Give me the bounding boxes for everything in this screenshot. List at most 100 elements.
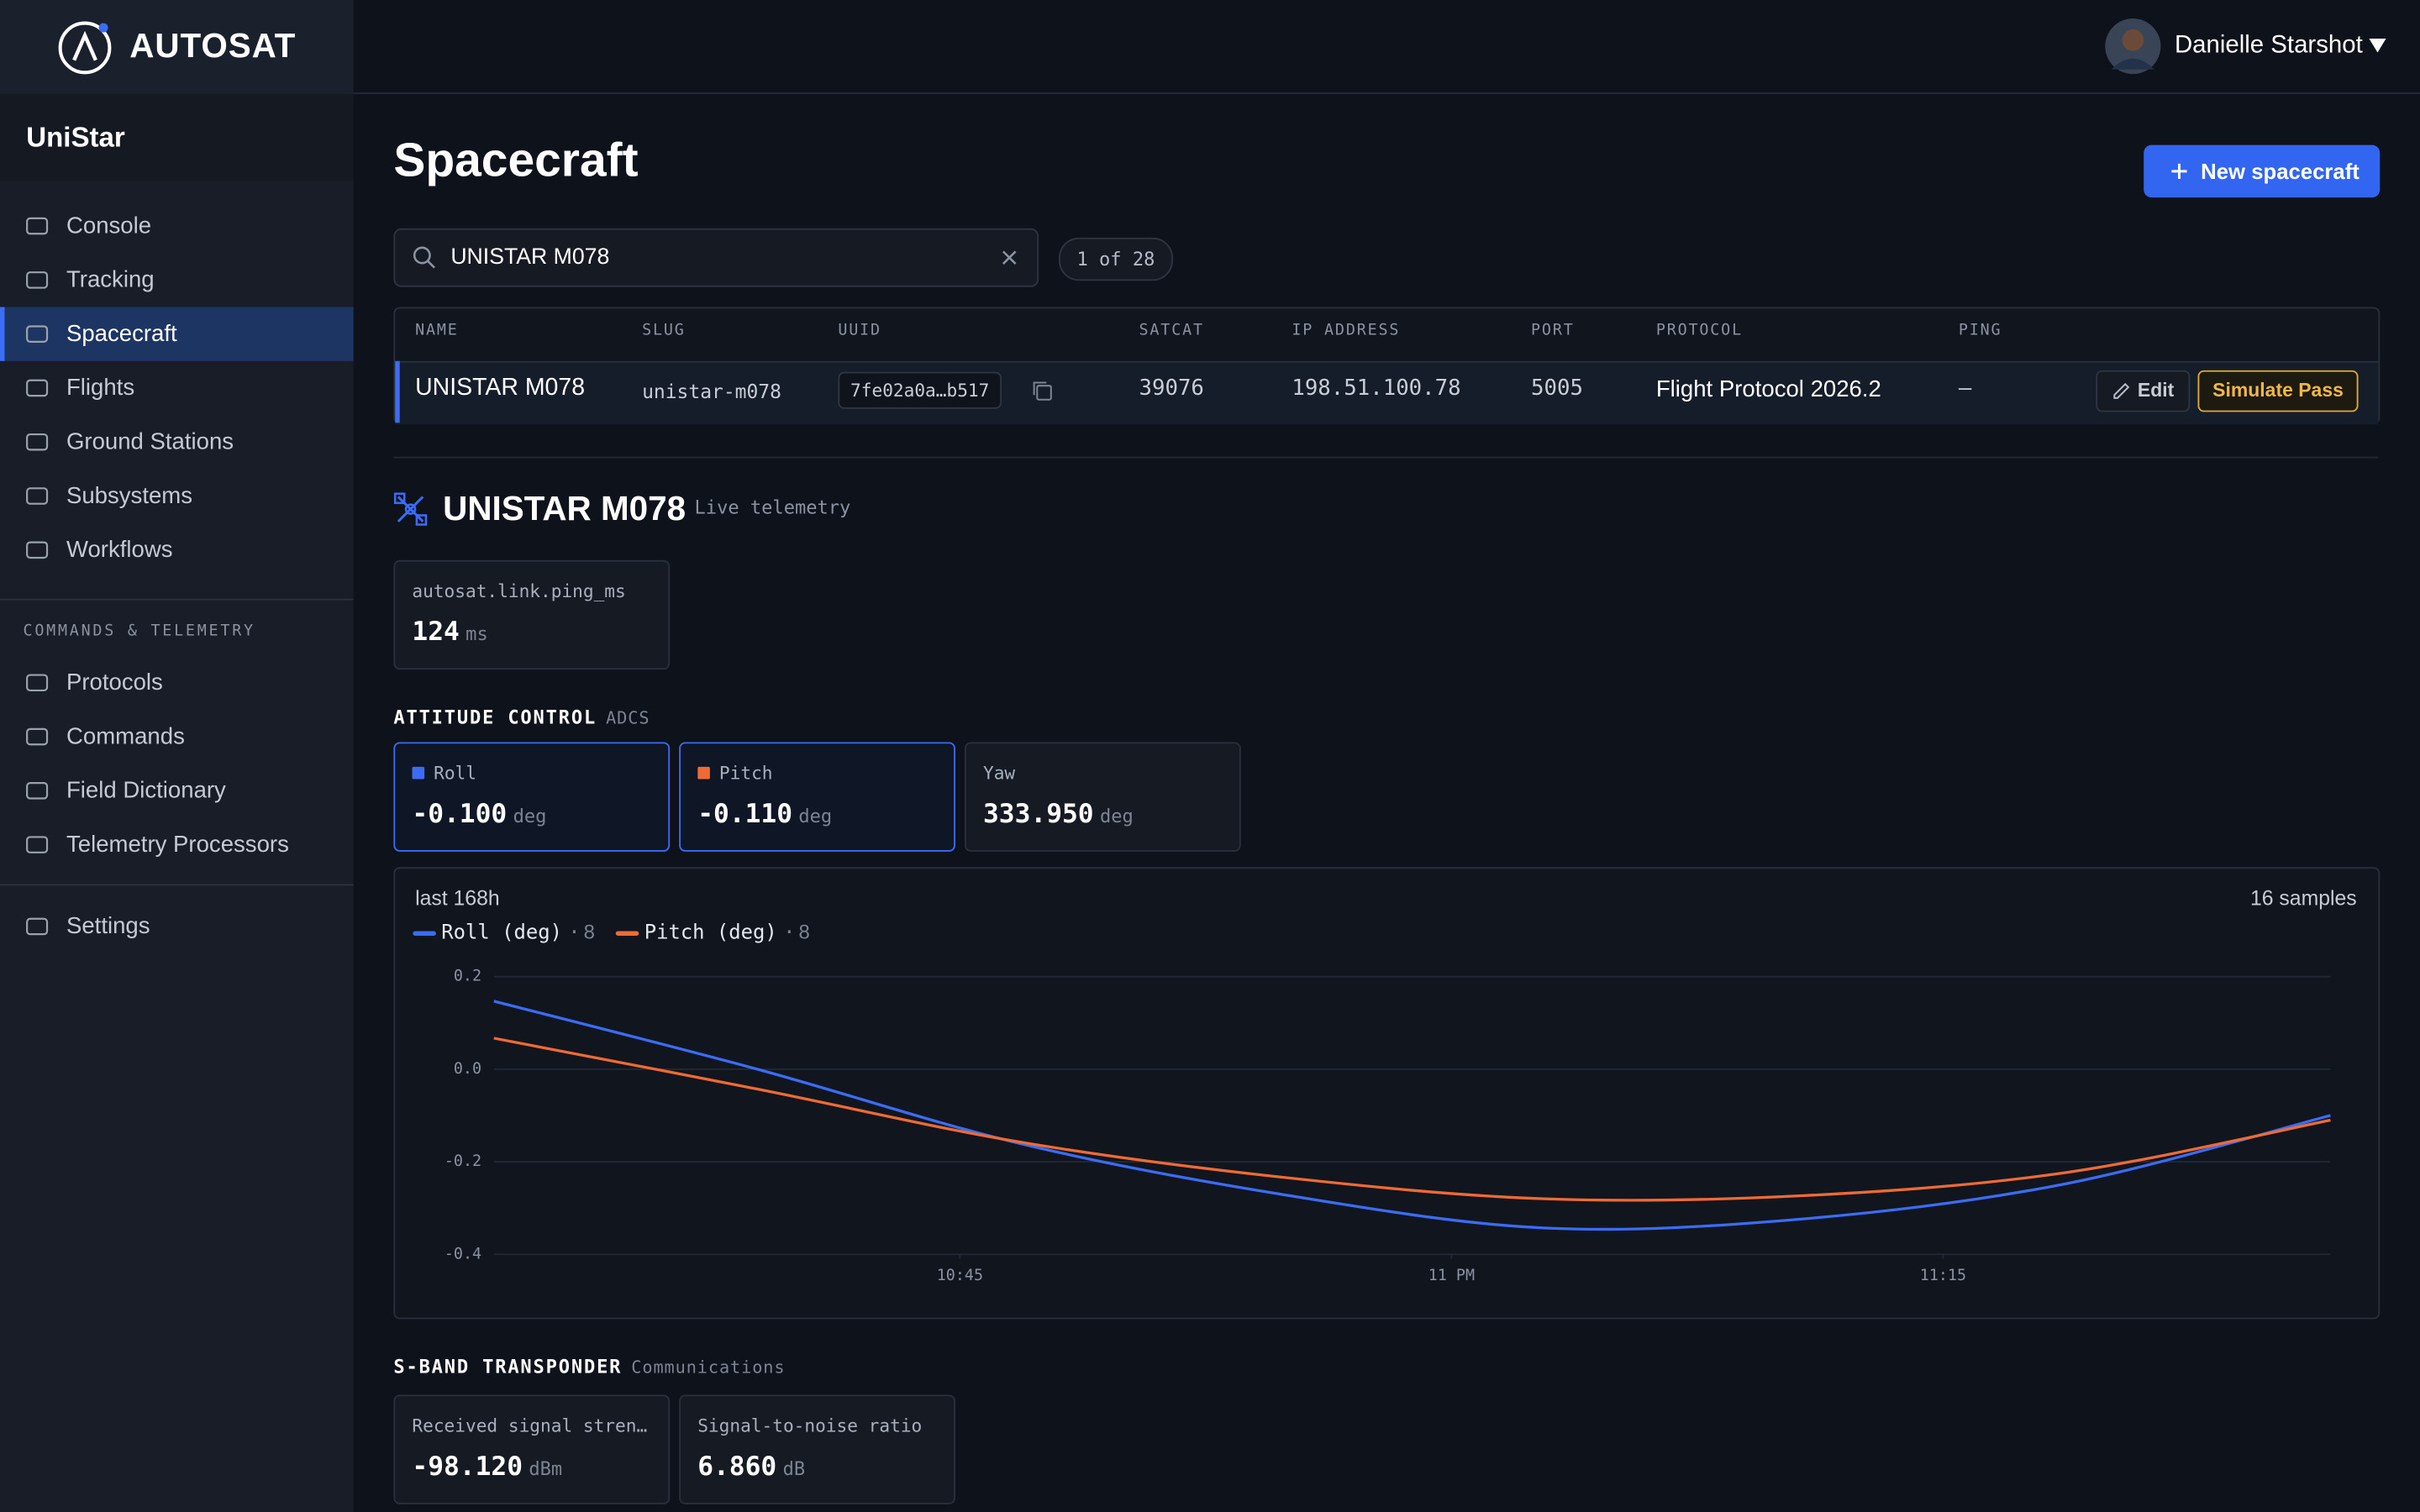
icon-shape [26,727,49,745]
table-cell: 5005 [1531,376,1583,402]
search-box[interactable]: UNISTAR M078 [393,228,1039,287]
title: ATTITUDE CONTROL [393,706,597,728]
unit: ms [466,623,488,645]
value: -0.100 [412,799,508,831]
dropdown-caret[interactable] [2369,38,2386,53]
tag: ADCS [606,708,650,728]
edit-label: Edit [2137,379,2175,402]
divider [393,456,2379,459]
section-title: S-BAND TRANSPONDER Communications [393,1356,785,1378]
card-label: Signal-to-noise ratio [697,1415,922,1436]
nav-item[interactable]: Telemetry Processors [0,817,354,871]
label-text: Received signal streng… [412,1415,652,1437]
user-name[interactable]: Danielle Starshot [2174,32,2363,59]
row-indicator [395,360,400,423]
nav-item[interactable]: Ground Stations [0,415,354,469]
nav-icon [26,835,49,853]
icon-shape [26,324,49,343]
copy-icon[interactable] [1031,380,1053,402]
new-spacecraft-button[interactable]: New spacecraft [2144,144,2381,198]
nav-item[interactable]: Flights [0,361,354,415]
table-row[interactable] [395,360,2379,425]
card-value: 333.950 deg [983,799,1134,830]
unit: dB [782,1457,806,1480]
legend-dot: · [568,921,580,944]
table-cell: UNISTAR M078 [415,375,586,402]
nav-item[interactable]: Spacecraft [0,307,354,361]
logo [58,21,112,75]
column-header: PORT [1531,322,1575,340]
x-tick-label: 11 PM [1428,1267,1475,1284]
clear-icon[interactable] [1002,250,1017,265]
nav-label: Console [66,213,152,239]
icon-shape [26,216,49,234]
nav-item[interactable]: Protocols [0,656,354,710]
samples-label: 16 samples [2250,887,2357,910]
nav-item[interactable]: Workflows [0,523,354,577]
nav-item[interactable]: Commands [0,710,354,764]
nav-item[interactable]: Field Dictionary [0,764,354,817]
detail-title: UNISTAR M078 [443,489,687,528]
nav-icon [26,324,49,343]
nav-item[interactable]: Subsystems [0,469,354,522]
column-header: SATCAT [1139,322,1204,340]
label-text: Pitch [718,762,773,785]
search-query: UNISTAR M078 [450,245,610,270]
simulate-pass-button[interactable]: Simulate Pass [2197,370,2359,412]
label-text: Signal-to-noise ratio [697,1415,923,1437]
brand: AUTOSAT [129,26,297,66]
nav-icon [26,673,49,691]
nav-label: Protocols [66,669,163,696]
value: -0.110 [697,799,793,831]
card-label: Yaw [983,762,1015,784]
stat-card: Signal-to-noise ratio 6.860 dB [679,1394,955,1504]
series-swatch [697,766,710,780]
nav-item[interactable]: Settings [0,900,354,953]
card-value: 124 ms [412,617,487,648]
legend-dot: · [783,921,795,944]
nav-icon [26,433,49,450]
nav-label: Subsystems [66,482,193,510]
column-header: PING [1958,322,2002,340]
nav-label: Commands [66,723,185,750]
column-header: PROTOCOL [1655,322,1743,340]
divider [0,598,354,601]
sidebar [0,0,354,1512]
page-title: Spacecraft [393,132,639,187]
stat-card: Pitch -0.110 deg [679,742,955,852]
y-tick-label: -0.4 [445,1245,481,1263]
legend-label: Roll (deg) [441,921,562,944]
spacecraft-icon [393,492,428,526]
section-title: ATTITUDE CONTROL ADCS [393,706,650,728]
y-tick-label: 0.2 [454,968,481,985]
card-value: -0.110 deg [697,799,832,830]
nav-item[interactable]: Console [0,199,354,253]
value: 124 [412,617,460,648]
column-header: NAME [415,322,459,340]
value: 6.860 [697,1452,777,1483]
nav-icon [26,916,49,935]
avatar[interactable] [2102,17,2164,76]
column-header: UUID [838,322,881,340]
unit: deg [513,805,547,827]
nav-label: Field Dictionary [66,777,226,804]
nav-label: Ground Stations [66,428,234,455]
org-bar: UniStar [0,94,354,181]
column-header: SLUG [642,322,686,340]
edit-button[interactable]: Edit [2096,370,2191,412]
button-label: New spacecraft [2201,159,2360,184]
chart-card [393,867,2381,1320]
detail-subtitle: Live telemetry [694,496,851,519]
series-line [493,1037,2331,1202]
nav-icon [26,486,49,504]
result-count: 1 of 28 [1059,237,1173,281]
nav-section: COMMANDS & TELEMETRY [23,623,255,641]
top-bar: Danielle Starshot [353,0,2420,95]
series-line [493,1000,2331,1231]
table-cell: – [1958,376,1972,402]
nav-icon [26,540,49,559]
card-value: 6.860 dB [697,1452,805,1483]
nav-icon [26,781,49,799]
nav-item[interactable]: Tracking [0,253,354,307]
card-value: -0.100 deg [412,799,546,830]
